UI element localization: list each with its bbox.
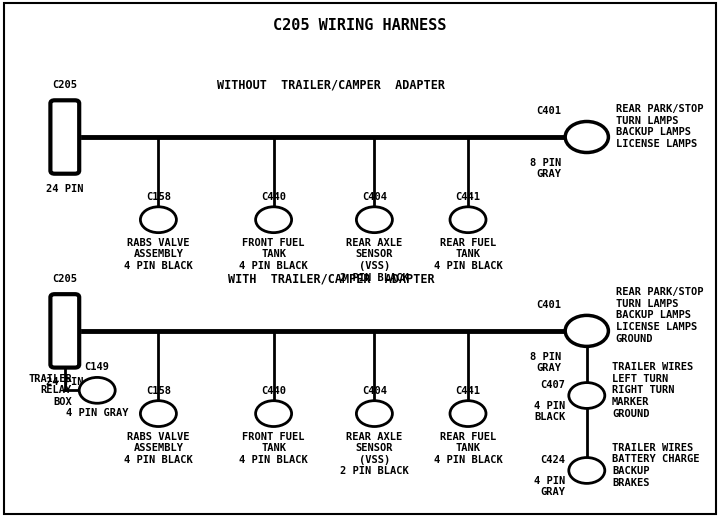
Text: 4 PIN GRAY: 4 PIN GRAY [66, 408, 128, 418]
Text: 4 PIN
GRAY: 4 PIN GRAY [534, 476, 565, 497]
Circle shape [565, 315, 608, 346]
Text: C158: C158 [146, 192, 171, 202]
Text: TRAILER WIRES
BATTERY CHARGE
BACKUP
BRAKES: TRAILER WIRES BATTERY CHARGE BACKUP BRAK… [612, 443, 700, 488]
Text: WITHOUT  TRAILER/CAMPER  ADAPTER: WITHOUT TRAILER/CAMPER ADAPTER [217, 79, 445, 92]
Circle shape [356, 401, 392, 427]
Text: 8 PIN
GRAY: 8 PIN GRAY [531, 158, 562, 179]
FancyBboxPatch shape [50, 294, 79, 368]
Text: RABS VALVE
ASSEMBLY
4 PIN BLACK: RABS VALVE ASSEMBLY 4 PIN BLACK [124, 432, 193, 465]
Circle shape [256, 207, 292, 233]
Text: WITH  TRAILER/CAMPER  ADAPTER: WITH TRAILER/CAMPER ADAPTER [228, 272, 434, 286]
Text: TRAILER
RELAY
BOX: TRAILER RELAY BOX [28, 374, 72, 407]
Text: REAR FUEL
TANK
4 PIN BLACK: REAR FUEL TANK 4 PIN BLACK [433, 238, 503, 271]
Text: C205: C205 [53, 81, 77, 90]
Circle shape [569, 383, 605, 408]
Text: FRONT FUEL
TANK
4 PIN BLACK: FRONT FUEL TANK 4 PIN BLACK [239, 432, 308, 465]
Text: FRONT FUEL
TANK
4 PIN BLACK: FRONT FUEL TANK 4 PIN BLACK [239, 238, 308, 271]
Text: C424: C424 [540, 455, 565, 465]
Text: REAR PARK/STOP
TURN LAMPS
BACKUP LAMPS
LICENSE LAMPS: REAR PARK/STOP TURN LAMPS BACKUP LAMPS L… [616, 104, 703, 149]
Circle shape [356, 207, 392, 233]
Circle shape [256, 401, 292, 427]
Text: REAR AXLE
SENSOR
(VSS)
2 PIN BLACK: REAR AXLE SENSOR (VSS) 2 PIN BLACK [340, 432, 409, 477]
Circle shape [79, 377, 115, 403]
Circle shape [450, 207, 486, 233]
Circle shape [140, 207, 176, 233]
Text: TRAILER WIRES
LEFT TURN
RIGHT TURN
MARKER
GROUND: TRAILER WIRES LEFT TURN RIGHT TURN MARKE… [612, 362, 693, 419]
Text: REAR AXLE
SENSOR
(VSS)
2 PIN BLACK: REAR AXLE SENSOR (VSS) 2 PIN BLACK [340, 238, 409, 283]
Circle shape [450, 401, 486, 427]
Text: C205 WIRING HARNESS: C205 WIRING HARNESS [274, 18, 446, 33]
Text: RABS VALVE
ASSEMBLY
4 PIN BLACK: RABS VALVE ASSEMBLY 4 PIN BLACK [124, 238, 193, 271]
Text: C401: C401 [536, 107, 562, 116]
Text: 4 PIN
BLACK: 4 PIN BLACK [534, 401, 565, 422]
Text: C401: C401 [536, 300, 562, 310]
Text: 24 PIN: 24 PIN [46, 377, 84, 387]
Text: REAR PARK/STOP
TURN LAMPS
BACKUP LAMPS
LICENSE LAMPS
GROUND: REAR PARK/STOP TURN LAMPS BACKUP LAMPS L… [616, 287, 703, 344]
Text: REAR FUEL
TANK
4 PIN BLACK: REAR FUEL TANK 4 PIN BLACK [433, 432, 503, 465]
Text: C407: C407 [540, 381, 565, 390]
Text: C149: C149 [85, 362, 109, 372]
Text: C440: C440 [261, 192, 286, 202]
Circle shape [140, 401, 176, 427]
Text: C404: C404 [362, 386, 387, 396]
Text: C441: C441 [456, 386, 480, 396]
Text: 24 PIN: 24 PIN [46, 184, 84, 193]
Text: C441: C441 [456, 192, 480, 202]
Text: C440: C440 [261, 386, 286, 396]
Text: C205: C205 [53, 275, 77, 284]
Text: C158: C158 [146, 386, 171, 396]
FancyBboxPatch shape [50, 100, 79, 174]
Text: C404: C404 [362, 192, 387, 202]
Circle shape [565, 121, 608, 153]
Circle shape [569, 458, 605, 483]
Text: 8 PIN
GRAY: 8 PIN GRAY [531, 352, 562, 373]
